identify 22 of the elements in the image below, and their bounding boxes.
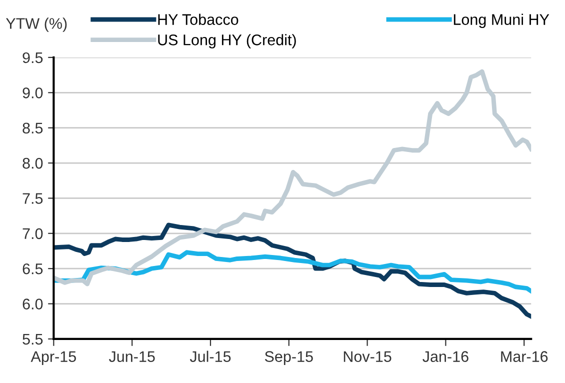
- x-tick-label: Sep-15: [264, 351, 313, 365]
- y-axis-title: YTW (%): [6, 18, 67, 32]
- legend-label: Long Muni HY: [454, 14, 550, 28]
- y-tick-label: 6.0: [22, 298, 43, 310]
- y-tick-label: 7.5: [22, 193, 43, 204]
- line-series: [54, 222, 532, 319]
- y-tick-label: 7.0: [22, 228, 43, 240]
- y-tick-label: 9.5: [22, 52, 43, 64]
- x-tick-label: Jul-15: [190, 350, 231, 362]
- x-tick-label: Jun-15: [108, 351, 155, 362]
- x-tick-label: Mar-16: [501, 351, 548, 362]
- x-tick-label: Nov-15: [344, 351, 392, 362]
- y-tick-label: 8.5: [22, 122, 43, 134]
- y-tick-label: 8.0: [22, 158, 43, 169]
- line-series: [54, 69, 532, 286]
- x-tick-label: Jan-16: [422, 351, 468, 362]
- y-tick-label: 5.5: [22, 334, 43, 345]
- legend-label: US Long HY (Credit): [158, 34, 296, 48]
- legend-label: HY Tobacco: [158, 14, 238, 25]
- y-tick-label: 6.5: [22, 263, 43, 274]
- x-tick-label: Apr-15: [30, 351, 76, 365]
- y-tick-label: 9.0: [22, 88, 43, 98]
